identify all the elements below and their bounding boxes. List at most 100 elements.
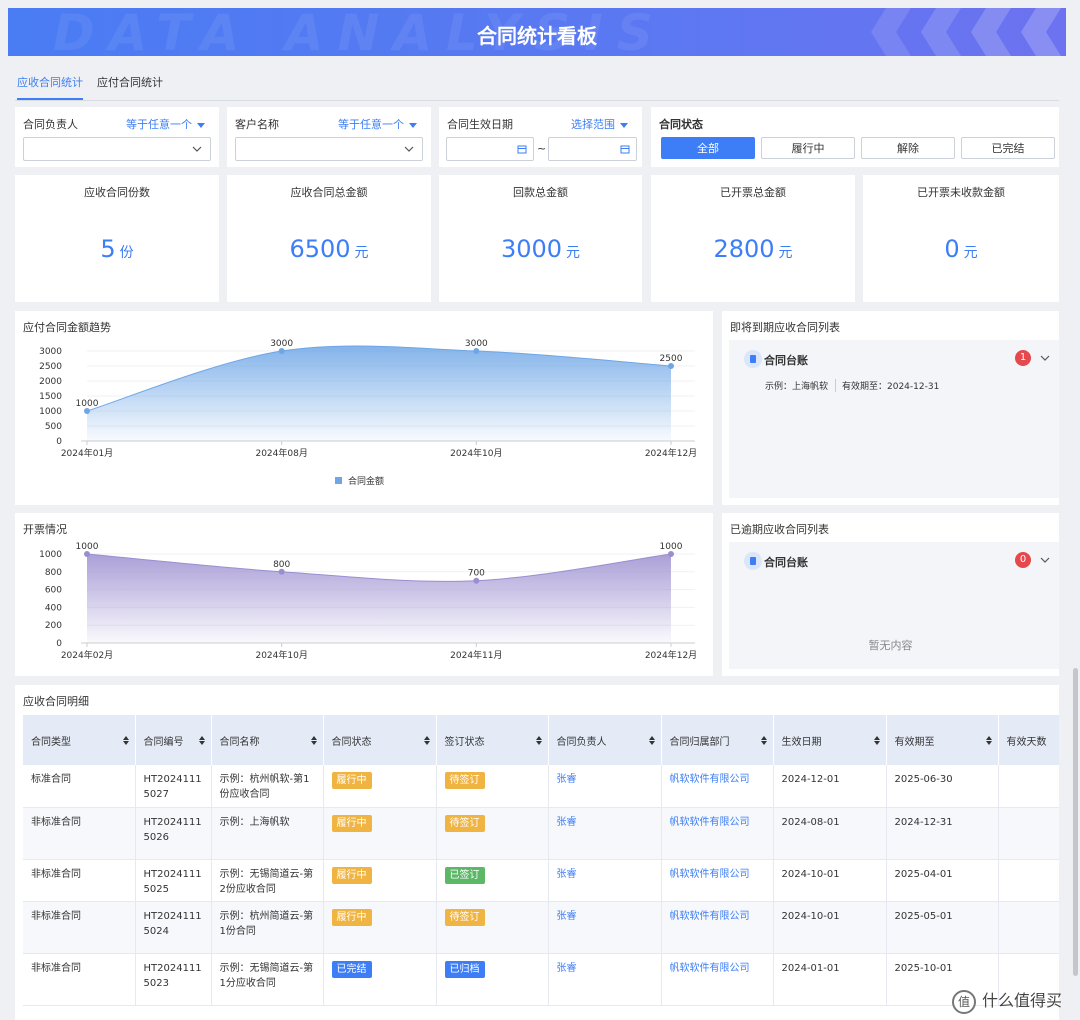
kpi-card: 已开票未收款金额 0 元	[863, 175, 1059, 302]
link-text[interactable]: 帆软软件有限公司	[669, 910, 750, 922]
sort-up	[122, 736, 129, 740]
table-cell: 已签订	[436, 859, 549, 902]
chevron-shape	[971, 8, 1011, 56]
column-header[interactable]: 合同编号	[135, 715, 212, 765]
status-button[interactable]: 履行中	[761, 137, 855, 159]
filter-operator[interactable]: 选择范围	[571, 116, 628, 132]
status-button[interactable]: 解除	[861, 137, 955, 159]
link-text[interactable]: 张睿	[556, 816, 577, 828]
status-tag: 已归档	[444, 960, 485, 978]
calendar-icon	[517, 145, 527, 154]
data-point	[278, 568, 285, 575]
link-text[interactable]: 张睿	[556, 868, 577, 880]
cell-text: 2024-12-01	[781, 774, 840, 785]
header-text: 生效日期	[781, 736, 822, 748]
link-text[interactable]: 张睿	[556, 962, 577, 974]
sort-up	[535, 736, 542, 740]
y-tick-label: 600	[45, 586, 62, 596]
filter-operator[interactable]: 等于任意一个	[338, 116, 417, 132]
link-text[interactable]: 帆软软件有限公司	[669, 816, 750, 828]
y-tick-label: 200	[45, 621, 62, 631]
y-tick-label: 500	[45, 422, 62, 432]
date-input[interactable]	[548, 137, 637, 161]
operator-text: 等于任意一个	[126, 118, 192, 131]
list-title: 已逾期应收合同列表	[730, 523, 829, 536]
column-header[interactable]: 合同归属部门	[661, 715, 774, 765]
link-text[interactable]: 帆软软件有限公司	[669, 774, 750, 785]
chart: 0 500 1000 1500 2000 2500 3000 2024年01月 2024年08月…	[39, 339, 697, 487]
date-input[interactable]	[446, 137, 534, 161]
link-text[interactable]: 帆软软件有限公司	[669, 962, 750, 974]
kpi-value-wrap: 3000 元	[439, 235, 642, 263]
sort-up	[198, 736, 205, 740]
chevron-icon	[1040, 355, 1050, 361]
cell-text: HT20241115023	[143, 962, 202, 989]
list-item-name[interactable]: 合同台账	[764, 354, 808, 367]
filter-operator[interactable]: 等于任意一个	[126, 116, 205, 132]
data-point	[668, 363, 674, 369]
table-cell: 非标准合同	[23, 953, 136, 1006]
table-cell: HT20241115027	[135, 765, 212, 808]
cell-text: 2024-10-01	[781, 868, 840, 880]
sort-down	[535, 741, 542, 745]
column-header[interactable]: 合同负责人	[548, 715, 662, 765]
cell-text: 2025-06-30	[894, 774, 953, 785]
x-tick-label: 2024年11月	[450, 649, 502, 661]
column-header[interactable]: 有效天数	[998, 715, 1059, 765]
chevron-shape	[871, 8, 911, 56]
chevron-line	[1040, 557, 1050, 563]
table-cell: 示例：杭州帆软-第1份应收合同	[211, 765, 324, 808]
column-header[interactable]: 合同名称	[211, 715, 324, 765]
status-button[interactable]: 全部	[661, 137, 755, 159]
chart: 0 200 400 600 800 1000 2024年02月 2024年10月 2024年11…	[39, 542, 697, 661]
table-cell: 帆软软件有限公司	[661, 901, 774, 954]
column-header[interactable]: 生效日期	[773, 715, 887, 765]
link-text[interactable]: 张睿	[556, 910, 577, 922]
table-row: 非标准合同 HT20241115023 示例：无锡简道云-第1分应收合同 已完结 已归档…	[23, 953, 1059, 1006]
header-text: 合同编号	[143, 736, 184, 748]
column-header[interactable]: 合同类型	[23, 715, 136, 765]
tab[interactable]: 应付合同统计	[97, 76, 163, 89]
column-header[interactable]: 签订状态	[436, 715, 549, 765]
table-row: 标准合同 HT20241115027 示例：杭州帆软-第1份应收合同 履行中 待签订 张睿…	[23, 765, 1059, 808]
status-button[interactable]: 已完结	[961, 137, 1055, 159]
kpi-unit: 元	[963, 245, 978, 261]
cell-text: 示例：无锡简道云-第1分应收合同	[219, 962, 314, 989]
sort-down	[648, 741, 655, 745]
data-point	[668, 551, 674, 557]
value-label: 2500	[660, 354, 683, 364]
status-tag: 履行中	[331, 814, 372, 832]
kpi-label: 应收合同份数	[84, 186, 150, 199]
column-header[interactable]: 有效期至	[886, 715, 999, 765]
chart-panel: 开票情况 0 200 400 600 800 1000 2024年02月 2024年10月 202…	[15, 513, 713, 676]
cell-number: 15	[1007, 815, 1060, 830]
watermark-text: 什么值得买	[982, 991, 1063, 1010]
cell-text: 非标准合同	[31, 868, 81, 880]
link-text[interactable]: 张睿	[556, 774, 577, 785]
list-item-name[interactable]: 合同台账	[764, 556, 808, 569]
table-cell: 2025-06-30	[886, 765, 999, 808]
select-input[interactable]	[235, 137, 423, 161]
status-tag: 履行中	[331, 866, 372, 884]
link-text[interactable]: 帆软软件有限公司	[669, 868, 750, 880]
column-header[interactable]: 合同状态	[323, 715, 437, 765]
table-cell: 张睿	[548, 807, 662, 860]
status-tag: 已签订	[444, 866, 485, 884]
tab[interactable]: 应收合同统计	[17, 74, 83, 100]
header-text: 有效天数	[1006, 736, 1047, 748]
count-badge: 0	[1015, 552, 1031, 568]
table-cell: 2025-05-01	[886, 901, 999, 954]
list-body: 合同台账 1 示例：上海帆软 有效期至：2024-12-31	[729, 340, 1059, 498]
status-tag: 待签订	[444, 814, 485, 832]
select-input[interactable]	[23, 137, 211, 161]
value-label: 700	[468, 569, 485, 579]
dropdown-triangle	[197, 122, 205, 128]
item-expiry: 有效期至：2024-12-31	[835, 379, 939, 392]
scrollbar[interactable]	[1073, 668, 1078, 976]
area-fill	[87, 554, 671, 643]
x-tick-label: 2024年01月	[61, 447, 113, 459]
table-cell: 示例：无锡简道云-第1分应收合同	[211, 953, 324, 1006]
y-tick-label: 0	[56, 437, 62, 447]
y-tick-label: 2000	[39, 377, 62, 387]
